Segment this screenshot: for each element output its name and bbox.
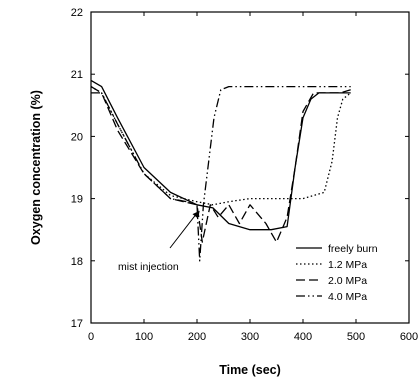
x-tick-label: 0 [88,331,94,343]
series-line-freely-burn [90,79,351,231]
annotation-label: mist injection [118,261,179,273]
y-tick-label: 18 [71,256,83,268]
y-axis-title: Oxygen concentration (%) [29,90,43,245]
y-tick-label: 21 [71,69,83,81]
x-tick-label: 100 [135,331,153,343]
legend: freely burn 1.2 MPa 2.0 MPa 4.0 MPa [296,243,378,303]
y-tick-label: 20 [71,131,83,143]
series-lines [90,79,352,262]
x-tick-label: 300 [241,331,259,343]
series-line-1-2-mpa [90,86,352,206]
legend-label: 1.2 MPa [328,259,367,271]
annotation-arrowhead [192,210,200,219]
legend-label: 2.0 MPa [328,275,367,287]
y-tick-label: 22 [71,7,83,19]
axis-ticks: 0 100 200 300 400 500 600 17 18 19 20 21 22 [71,7,418,343]
annotation: mist injection [118,210,200,273]
x-tick-label: 400 [294,331,312,343]
x-tick-label: 200 [188,331,206,343]
annotation-arrow [169,214,197,249]
legend-label: 4.0 MPa [328,291,367,303]
x-tick-label: 500 [347,331,365,343]
y-tick-label: 17 [71,318,83,330]
series-line-2-0-mpa [91,89,351,243]
x-axis-title: Time (sec) [219,363,281,377]
series-line-4-0-mpa [90,85,351,262]
y-tick-label: 19 [71,194,83,206]
legend-label: freely burn [328,243,378,255]
x-tick-label: 600 [400,331,418,343]
